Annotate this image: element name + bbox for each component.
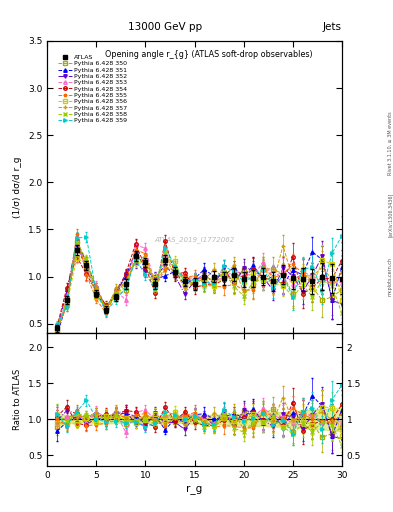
Text: ATLAS_2019_I1772062: ATLAS_2019_I1772062 [154, 236, 235, 243]
Text: Opening angle r_{g} (ATLAS soft-drop observables): Opening angle r_{g} (ATLAS soft-drop obs… [105, 50, 313, 59]
Text: [arXiv:1306.3436]: [arXiv:1306.3436] [388, 193, 393, 237]
Legend: ATLAS, Pythia 6.428 350, Pythia 6.428 351, Pythia 6.428 352, Pythia 6.428 353, P: ATLAS, Pythia 6.428 350, Pythia 6.428 35… [56, 53, 129, 125]
Y-axis label: Ratio to ATLAS: Ratio to ATLAS [13, 369, 22, 430]
Y-axis label: (1/σ) dσ/d r_g: (1/σ) dσ/d r_g [13, 156, 22, 218]
Text: Rivet 3.1.10, ≥ 3M events: Rivet 3.1.10, ≥ 3M events [388, 112, 393, 175]
Text: 13000 GeV pp: 13000 GeV pp [128, 22, 202, 32]
Text: Jets: Jets [323, 22, 342, 32]
Text: mcplots.cern.ch: mcplots.cern.ch [388, 257, 393, 296]
X-axis label: r_g: r_g [186, 485, 203, 495]
